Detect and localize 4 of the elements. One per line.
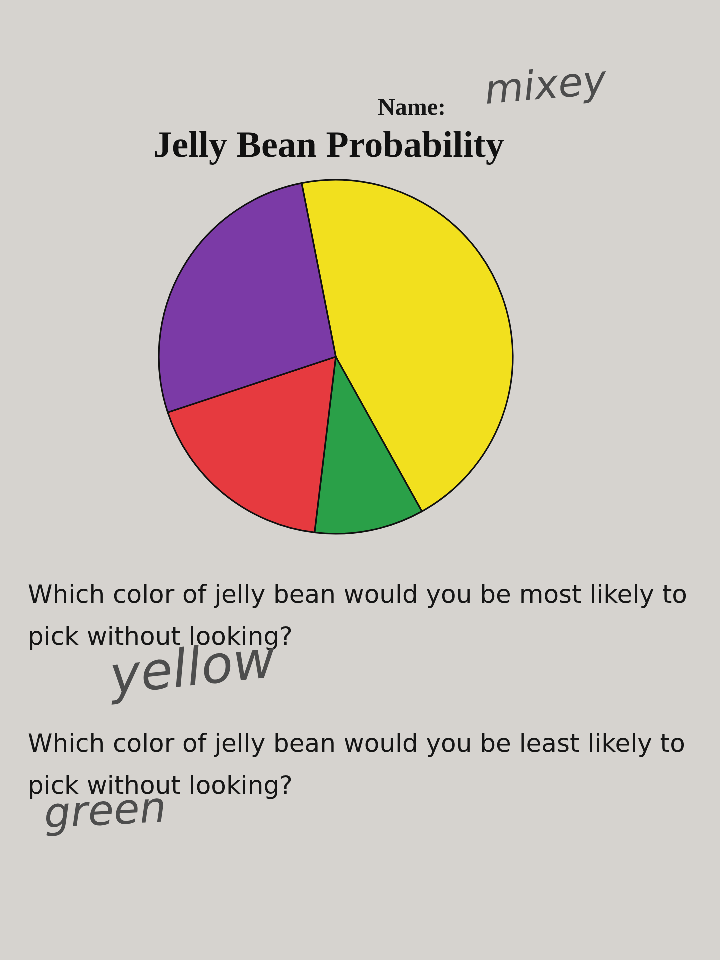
chart-title: Jelly Bean Probability bbox=[154, 125, 505, 166]
text: Name: bbox=[378, 95, 446, 121]
text: Which color of jelly bean would you be least likely to pick without looking? bbox=[28, 729, 686, 800]
text: mixey bbox=[482, 57, 610, 114]
